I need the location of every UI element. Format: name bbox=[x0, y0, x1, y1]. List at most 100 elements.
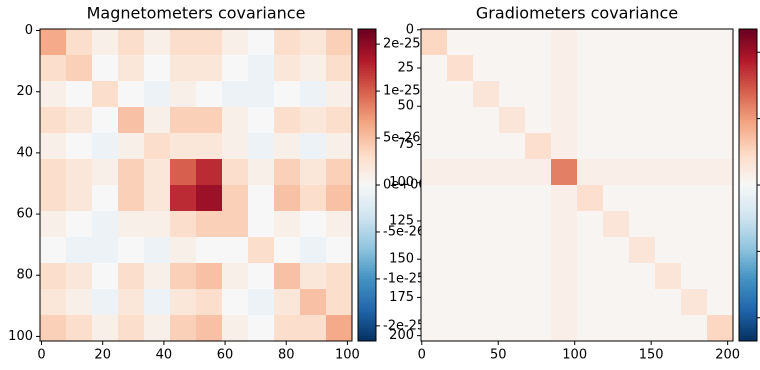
heatmap-cell bbox=[447, 315, 474, 342]
heatmap-cell bbox=[629, 107, 656, 134]
heatmap-cell bbox=[499, 81, 526, 108]
colorbar-swatch bbox=[739, 315, 757, 319]
heatmap-cell bbox=[196, 211, 223, 238]
heatmap-cell bbox=[300, 289, 327, 316]
heatmap-cell bbox=[447, 211, 474, 238]
colorbar-swatch bbox=[358, 29, 376, 33]
heatmap-cell bbox=[40, 211, 67, 238]
x-tick-label: 50 bbox=[490, 348, 507, 363]
colorbar-swatch bbox=[358, 309, 376, 313]
heatmap-cell bbox=[551, 185, 578, 212]
colorbar-swatch bbox=[739, 31, 757, 35]
heatmap-cell bbox=[525, 263, 552, 290]
axes-frame bbox=[420, 28, 734, 342]
heatmap-cell bbox=[473, 289, 500, 316]
heatmap-cell bbox=[92, 133, 119, 160]
colorbar-swatch bbox=[358, 289, 376, 293]
colorbar-swatch bbox=[739, 151, 757, 155]
heatmap-cell bbox=[655, 315, 682, 342]
heatmap-cell bbox=[222, 55, 249, 82]
colorbar-swatch bbox=[739, 153, 757, 157]
colorbar-swatch bbox=[739, 263, 757, 267]
colorbar-swatch bbox=[739, 302, 757, 306]
heatmap-cell bbox=[66, 55, 93, 82]
heatmap-cell bbox=[499, 159, 526, 186]
heatmap-cell bbox=[196, 159, 223, 186]
heatmap-cell bbox=[300, 29, 327, 56]
heatmap-cell bbox=[603, 315, 630, 342]
colorbar-swatch bbox=[358, 213, 376, 217]
heatmap-cell bbox=[681, 133, 708, 160]
colorbar-swatch bbox=[358, 117, 376, 121]
colorbar-swatch bbox=[739, 325, 757, 329]
heatmap-cell bbox=[551, 81, 578, 108]
heatmap-cell bbox=[170, 29, 197, 56]
heatmap-cell bbox=[707, 237, 734, 264]
heatmap-cell bbox=[196, 315, 223, 342]
heatmap-cell bbox=[603, 263, 630, 290]
colorbar-swatch bbox=[358, 151, 376, 155]
colorbar-swatch bbox=[358, 260, 376, 264]
heatmap-cell bbox=[499, 263, 526, 290]
heatmap-cell bbox=[66, 289, 93, 316]
heatmap-cell bbox=[629, 55, 656, 82]
colorbar-swatch bbox=[358, 328, 376, 332]
heatmap-cell bbox=[248, 263, 275, 290]
colorbar-swatch bbox=[739, 169, 757, 173]
y-tick-label: 50 bbox=[397, 99, 414, 114]
colorbar-swatch bbox=[358, 81, 376, 85]
heatmap-cell bbox=[66, 29, 93, 56]
heatmap-cell bbox=[170, 237, 197, 264]
heatmap-cell bbox=[144, 237, 171, 264]
colorbar-swatch bbox=[739, 130, 757, 134]
heatmap-cell bbox=[248, 185, 275, 212]
colorbar-swatch bbox=[358, 172, 376, 176]
heatmap-cell bbox=[170, 55, 197, 82]
colorbar-swatch bbox=[739, 265, 757, 269]
colorbar-swatch bbox=[358, 164, 376, 168]
colorbar-swatch bbox=[358, 133, 376, 137]
colorbar-swatch bbox=[358, 200, 376, 204]
colorbar-swatch bbox=[358, 276, 376, 280]
colorbar-swatch bbox=[739, 75, 757, 79]
colorbar-swatch bbox=[739, 190, 757, 194]
colorbar-swatch bbox=[739, 255, 757, 259]
colorbar-swatch bbox=[739, 268, 757, 272]
colorbar-swatch bbox=[358, 242, 376, 246]
colorbar-swatch bbox=[739, 47, 757, 51]
colorbar-swatch bbox=[739, 278, 757, 282]
heatmap-cell bbox=[499, 55, 526, 82]
colorbar-swatch bbox=[739, 286, 757, 290]
colorbar-swatch bbox=[739, 29, 757, 33]
colorbar-swatch bbox=[739, 60, 757, 64]
heatmap-cell bbox=[681, 289, 708, 316]
heatmap-cell bbox=[40, 81, 67, 108]
colorbar-tick-label: 1e-25 bbox=[383, 84, 421, 99]
colorbar-tick-label: -2e-25 bbox=[383, 318, 425, 333]
colorbar-swatch bbox=[739, 127, 757, 131]
colorbar-swatch bbox=[358, 315, 376, 319]
heatmap-cell bbox=[118, 159, 145, 186]
heatmap-cell bbox=[92, 29, 119, 56]
colorbar-swatch bbox=[358, 283, 376, 287]
heatmap-cell bbox=[40, 29, 67, 56]
colorbar-swatch bbox=[739, 164, 757, 168]
colorbar-swatch bbox=[739, 231, 757, 235]
colorbar-swatch bbox=[739, 156, 757, 160]
colorbar-swatch bbox=[739, 133, 757, 137]
colorbar-swatch bbox=[739, 338, 757, 342]
heatmap-cell bbox=[92, 289, 119, 316]
colorbar-swatch bbox=[739, 99, 757, 103]
colorbar-swatch bbox=[358, 143, 376, 147]
heatmap-cell bbox=[525, 133, 552, 160]
colorbar-swatch bbox=[358, 335, 376, 339]
heatmap-cell bbox=[655, 29, 682, 56]
colorbar-swatch bbox=[739, 62, 757, 66]
heatmap-cell bbox=[577, 289, 604, 316]
heatmap-cell bbox=[196, 263, 223, 290]
heatmap-cell bbox=[421, 55, 448, 82]
heatmap-cell bbox=[577, 211, 604, 238]
colorbar-swatch bbox=[358, 218, 376, 222]
heatmap-cell bbox=[525, 211, 552, 238]
